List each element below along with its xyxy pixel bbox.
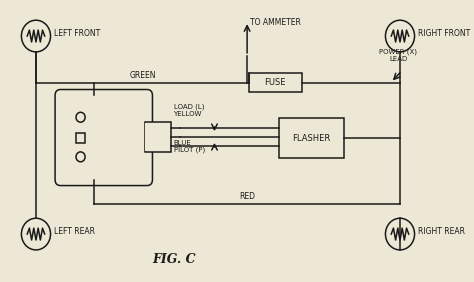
- Bar: [76, 133, 85, 143]
- Text: FLASHER: FLASHER: [292, 134, 331, 142]
- Text: LOAD (L)
YELLOW: LOAD (L) YELLOW: [173, 104, 204, 117]
- Text: RIGHT REAR: RIGHT REAR: [418, 227, 465, 235]
- Text: POWER (X)
LEAD: POWER (X) LEAD: [379, 48, 417, 62]
- Text: BLUE
PILOT (P): BLUE PILOT (P): [173, 140, 205, 153]
- Text: LEFT REAR: LEFT REAR: [54, 227, 95, 235]
- Text: GREEN: GREEN: [129, 70, 155, 80]
- Text: LEFT FRONT: LEFT FRONT: [54, 28, 100, 38]
- Text: FUSE: FUSE: [264, 78, 286, 87]
- Text: FIG. C: FIG. C: [153, 253, 196, 266]
- Bar: [279, 118, 345, 158]
- Text: TO AMMETER: TO AMMETER: [250, 18, 301, 27]
- Bar: [145, 123, 150, 151]
- Text: RIGHT FRONT: RIGHT FRONT: [418, 28, 471, 38]
- Bar: [145, 122, 171, 152]
- Bar: [249, 73, 302, 92]
- Text: RED: RED: [239, 192, 255, 201]
- FancyBboxPatch shape: [55, 89, 153, 186]
